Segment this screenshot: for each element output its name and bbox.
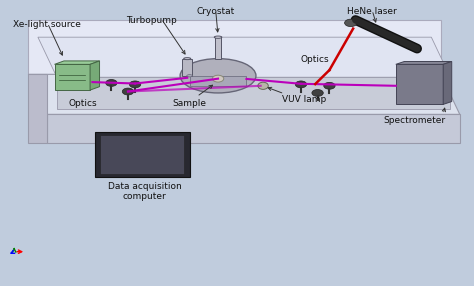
Circle shape xyxy=(295,81,307,88)
Circle shape xyxy=(212,75,224,82)
Text: Cryostat: Cryostat xyxy=(197,7,235,16)
Polygon shape xyxy=(28,74,47,143)
Polygon shape xyxy=(100,135,184,174)
Ellipse shape xyxy=(258,82,268,89)
Polygon shape xyxy=(215,37,221,59)
Polygon shape xyxy=(95,132,190,177)
Circle shape xyxy=(324,82,335,89)
Text: HeNe laser: HeNe laser xyxy=(347,7,397,16)
Polygon shape xyxy=(396,64,443,104)
Ellipse shape xyxy=(187,75,192,77)
Polygon shape xyxy=(443,61,452,104)
Circle shape xyxy=(122,88,134,95)
Text: Xe-light source: Xe-light source xyxy=(13,20,82,29)
Text: VUV lamp: VUV lamp xyxy=(282,95,326,104)
Ellipse shape xyxy=(180,59,256,93)
Polygon shape xyxy=(55,61,100,64)
Circle shape xyxy=(106,80,117,86)
Circle shape xyxy=(312,90,323,96)
Circle shape xyxy=(345,19,357,27)
Polygon shape xyxy=(47,114,460,143)
Ellipse shape xyxy=(183,58,191,60)
Text: Turbopump: Turbopump xyxy=(126,16,177,25)
Polygon shape xyxy=(55,64,90,90)
Text: Optics: Optics xyxy=(301,55,329,64)
Polygon shape xyxy=(28,20,441,74)
Text: Optics: Optics xyxy=(69,99,97,108)
Polygon shape xyxy=(90,61,100,90)
Text: Sample: Sample xyxy=(173,99,207,108)
Circle shape xyxy=(129,81,141,88)
Text: Data acquisition
computer: Data acquisition computer xyxy=(108,182,182,201)
Ellipse shape xyxy=(214,36,222,38)
Polygon shape xyxy=(38,37,450,77)
Polygon shape xyxy=(190,76,246,86)
Polygon shape xyxy=(28,74,460,114)
Polygon shape xyxy=(182,59,192,76)
Polygon shape xyxy=(57,77,450,109)
Text: Spectrometer: Spectrometer xyxy=(383,116,446,125)
Polygon shape xyxy=(396,61,452,64)
